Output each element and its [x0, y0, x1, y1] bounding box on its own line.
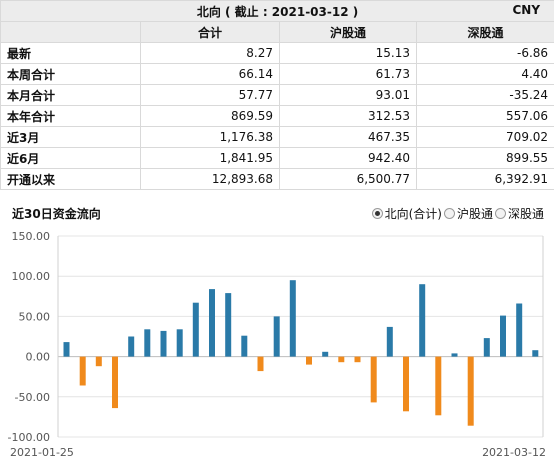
bar[interactable]: [241, 335, 248, 357]
cell-shanghai: 61.73: [279, 63, 417, 85]
cell-total: 1,841.95: [140, 147, 280, 169]
radio-label: 深股通: [507, 207, 544, 221]
bar[interactable]: [79, 356, 86, 386]
bar[interactable]: [403, 356, 409, 412]
x-tick-label-end: 2021-03-12: [482, 446, 546, 459]
x-tick-label-start: 2021-01-25: [10, 446, 74, 459]
cell-shenzhen: 4.40: [415, 63, 554, 85]
bar[interactable]: [112, 356, 118, 409]
bar[interactable]: [354, 356, 361, 363]
bar[interactable]: [467, 356, 474, 426]
cell-shenzhen: 6,392.91: [415, 168, 554, 190]
bar[interactable]: [225, 293, 232, 357]
y-axis: 150.00 100.00 50.00 0.00 -50.00 -100.00: [8, 230, 50, 444]
bar[interactable]: [500, 315, 506, 357]
table-row: 本周合计 66.14 61.73 4.40: [0, 63, 554, 85]
bar[interactable]: [273, 316, 280, 357]
table-title: 北向 ( 截止 : 2021-03-12 ): [196, 4, 359, 19]
column-header-empty: [0, 21, 141, 43]
radio-unselected-icon: [494, 208, 506, 219]
cell-shanghai: 93.01: [279, 84, 417, 106]
row-label: 最新: [0, 42, 141, 64]
bar[interactable]: [306, 356, 312, 365]
cell-shanghai: 6,500.77: [279, 168, 417, 190]
chart-title: 近30日资金流向: [12, 207, 101, 221]
bar[interactable]: [516, 303, 523, 357]
table-row: 开通以来 12,893.68 6,500.77 6,392.91: [0, 168, 554, 190]
northbound-summary-table: 北向 ( 截止 : 2021-03-12 ) CNY 合计 沪股通 深股通 最新…: [0, 0, 554, 190]
cell-shenzhen: 557.06: [415, 105, 554, 127]
cell-total: 57.77: [140, 84, 280, 106]
bar[interactable]: [209, 289, 215, 357]
row-label: 本周合计: [0, 63, 141, 85]
row-label: 开通以来: [0, 168, 141, 190]
table-row: 近6月 1,841.95 942.40 899.55: [0, 147, 554, 169]
bar[interactable]: [419, 284, 426, 357]
row-label: 近3月: [0, 126, 141, 148]
bar[interactable]: [257, 356, 264, 372]
bar[interactable]: [338, 356, 345, 363]
y-tick-label: 0.00: [26, 351, 51, 364]
bar[interactable]: [95, 356, 102, 367]
radio-shanghai-connect[interactable]: 沪股通: [443, 205, 493, 222]
table-row: 本月合计 57.77 93.01 -35.24: [0, 84, 554, 106]
bar[interactable]: [532, 350, 539, 357]
cell-shenzhen: -6.86: [415, 42, 554, 64]
bar[interactable]: [63, 342, 70, 357]
cell-shenzhen: 709.02: [415, 126, 554, 148]
bar[interactable]: [451, 353, 458, 357]
bar[interactable]: [483, 338, 490, 357]
y-tick-label: 150.00: [12, 230, 51, 243]
cell-total: 1,176.38: [140, 126, 280, 148]
table-row: 最新 8.27 15.13 -6.86: [0, 42, 554, 64]
cell-total: 869.59: [140, 105, 280, 127]
y-tick-label: -50.00: [15, 391, 50, 404]
table-row: 近3月 1,176.38 467.35 709.02: [0, 126, 554, 148]
row-label: 本月合计: [0, 84, 141, 106]
bar-series: [63, 280, 539, 426]
bar[interactable]: [370, 356, 377, 403]
y-tick-label: -100.00: [8, 431, 50, 444]
chart-grid: [57, 235, 544, 438]
bar[interactable]: [144, 329, 151, 357]
cell-total: 8.27: [140, 42, 280, 64]
radio-northbound-total[interactable]: 北向(合计): [371, 205, 442, 222]
column-header-shanghai: 沪股通: [279, 21, 417, 43]
column-header-total: 合计: [140, 21, 280, 43]
fund-flow-bar-chart: 150.00 100.00 50.00 0.00 -50.00 -100.00 2021-…: [8, 230, 546, 459]
cell-total: 66.14: [140, 63, 280, 85]
row-label: 本年合计: [0, 105, 141, 127]
cell-shanghai: 467.35: [279, 126, 417, 148]
column-header-shenzhen: 深股通: [415, 21, 554, 43]
bar[interactable]: [160, 330, 167, 357]
y-tick-label: 100.00: [12, 270, 51, 283]
radio-unselected-icon: [443, 208, 455, 219]
radio-label: 北向(合计): [384, 207, 442, 221]
bar[interactable]: [289, 280, 296, 357]
bar[interactable]: [176, 329, 183, 357]
cell-shanghai: 15.13: [279, 42, 417, 64]
radio-shenzhen-connect[interactable]: 深股通: [494, 205, 544, 222]
radio-label: 沪股通: [456, 207, 493, 221]
bar[interactable]: [128, 336, 135, 357]
bar[interactable]: [435, 356, 442, 416]
bar[interactable]: [386, 326, 393, 357]
cell-shanghai: 942.40: [279, 147, 417, 169]
cell-total: 12,893.68: [140, 168, 280, 190]
bar[interactable]: [322, 351, 329, 357]
currency-label: CNY: [512, 2, 541, 17]
table-title-cell: 北向 ( 截止 : 2021-03-12 ) CNY: [0, 0, 554, 22]
cell-shenzhen: 899.55: [415, 147, 554, 169]
series-selector: 北向(合计) 沪股通 深股通: [370, 205, 544, 222]
row-label: 近6月: [0, 147, 141, 169]
table-row: 本年合计 869.59 312.53 557.06: [0, 105, 554, 127]
radio-selected-icon: [371, 208, 383, 219]
bar[interactable]: [192, 302, 199, 357]
y-tick-label: 50.00: [19, 310, 51, 323]
cell-shanghai: 312.53: [279, 105, 417, 127]
cell-shenzhen: -35.24: [415, 84, 554, 106]
